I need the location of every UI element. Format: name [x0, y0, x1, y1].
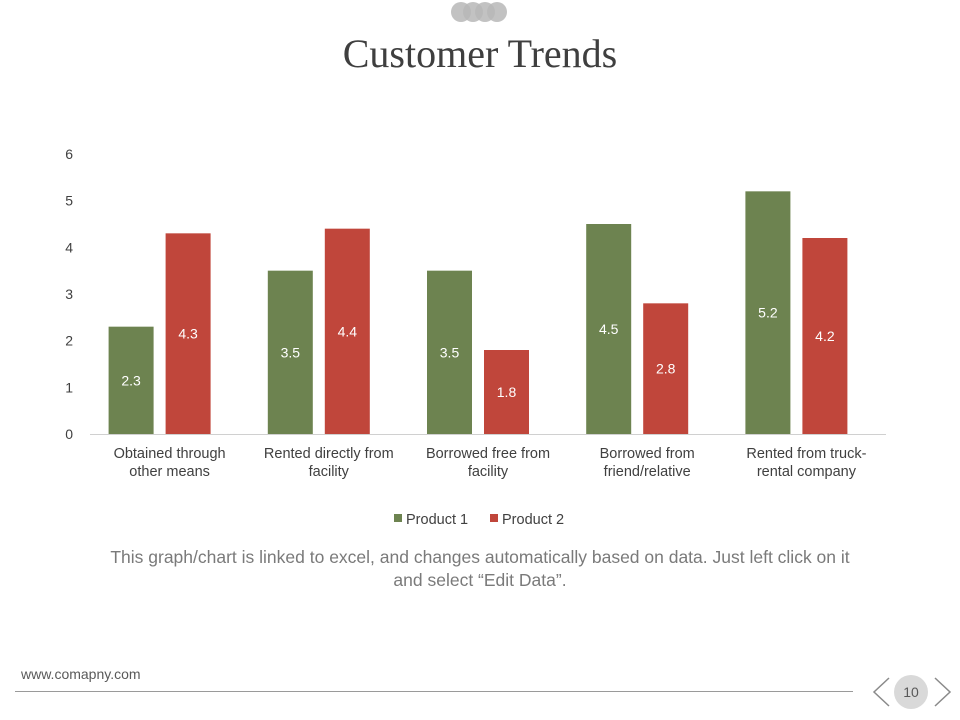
- x-tick-label: other means: [129, 464, 210, 480]
- bar-chart[interactable]: 0 1 2 3 4 5 6 2.3 4.3 Obtained through other means…: [0, 0, 960, 540]
- bar: [267, 270, 313, 434]
- data-label: 3.5: [281, 344, 301, 360]
- slide-title: Customer Trends: [342, 31, 618, 76]
- y-tick-label: 0: [65, 426, 73, 442]
- bar: [427, 270, 472, 434]
- bar: [324, 228, 370, 434]
- y-tick-label: 4: [65, 239, 73, 255]
- bar: [643, 303, 689, 434]
- y-tick-label: 3: [65, 286, 73, 302]
- x-tick-label: Rented from truck-: [746, 446, 866, 462]
- logo-circle: [487, 2, 507, 22]
- x-tick-label: Obtained through: [114, 446, 226, 462]
- legend-label: Product 2: [502, 512, 564, 528]
- x-tick-label: Borrowed free from: [426, 446, 550, 462]
- data-label: 4.3: [178, 326, 198, 342]
- bar: [745, 191, 791, 434]
- bar: [165, 233, 211, 434]
- y-tick-label: 5: [65, 193, 73, 209]
- x-tick-label: rental company: [757, 464, 857, 480]
- x-tick-label: facility: [309, 464, 350, 480]
- chevron-left-icon[interactable]: [870, 676, 892, 708]
- y-tick-label: 1: [65, 379, 73, 395]
- footer-divider: [15, 691, 853, 692]
- data-label: 2.3: [121, 372, 141, 388]
- data-label: 4.2: [815, 328, 835, 344]
- data-label: 5.2: [758, 305, 778, 321]
- legend-swatch: [490, 514, 498, 522]
- x-tick-label: friend/relative: [604, 464, 691, 480]
- y-tick-label: 2: [65, 333, 73, 349]
- data-label: 1.8: [497, 384, 517, 400]
- bar: [484, 350, 529, 434]
- legend-label: Product 1: [406, 512, 468, 528]
- chevron-right-icon[interactable]: [932, 676, 954, 708]
- bar: [108, 326, 154, 434]
- data-label: 3.5: [440, 344, 460, 360]
- data-label: 4.5: [599, 321, 619, 337]
- x-tick-label: Borrowed from: [600, 446, 695, 462]
- page-number-badge: 10: [894, 675, 928, 709]
- x-tick-label: facility: [468, 464, 509, 480]
- chart-caption: This graph/chart is linked to excel, and…: [110, 547, 850, 590]
- page-navigator: 10: [870, 672, 954, 712]
- data-label: 2.8: [656, 361, 676, 377]
- data-label: 4.4: [338, 323, 358, 339]
- bar: [586, 224, 632, 434]
- x-tick-label: Rented directly from: [264, 446, 394, 462]
- y-tick-label: 6: [65, 146, 73, 162]
- legend-swatch: [394, 514, 402, 522]
- bar: [802, 238, 848, 434]
- logo-circles: [451, 2, 509, 22]
- website-link[interactable]: www.comapny.com: [21, 666, 141, 682]
